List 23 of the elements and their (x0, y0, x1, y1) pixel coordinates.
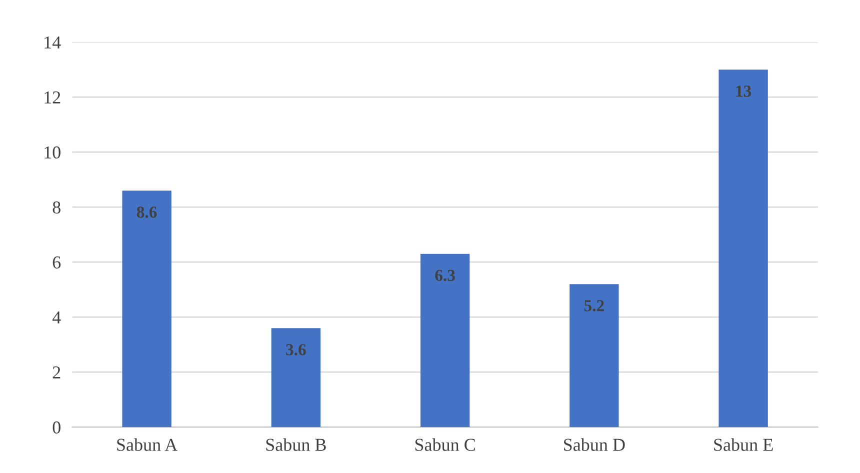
y-tick-label: 6 (52, 256, 61, 269)
y-tick-label: 14 (44, 36, 61, 48)
x-tick-label: Sabun B (266, 438, 326, 451)
bar (570, 284, 619, 428)
bar (718, 70, 768, 428)
data-label: 3.6 (286, 344, 306, 356)
bar (122, 190, 172, 428)
x-tick-label: Sabun A (117, 438, 178, 451)
y-tick-label: 0 (52, 421, 60, 434)
bar (271, 328, 321, 428)
data-label: 13 (736, 86, 752, 97)
y-tick-label: 8 (52, 201, 60, 214)
y-tick-label: 10 (44, 146, 60, 159)
data-label: 8.6 (136, 206, 157, 218)
bar (420, 254, 470, 428)
x-tick-label: Sabun C (415, 438, 475, 451)
data-label: 5.2 (584, 300, 604, 312)
y-tick-label: 4 (52, 311, 61, 324)
y-tick-label: 12 (44, 91, 60, 104)
data-label: 6.3 (435, 270, 455, 282)
x-tick-label: Sabun D (564, 438, 625, 451)
x-tick-label: Sabun E (714, 438, 773, 451)
y-tick-label: 2 (52, 366, 60, 378)
